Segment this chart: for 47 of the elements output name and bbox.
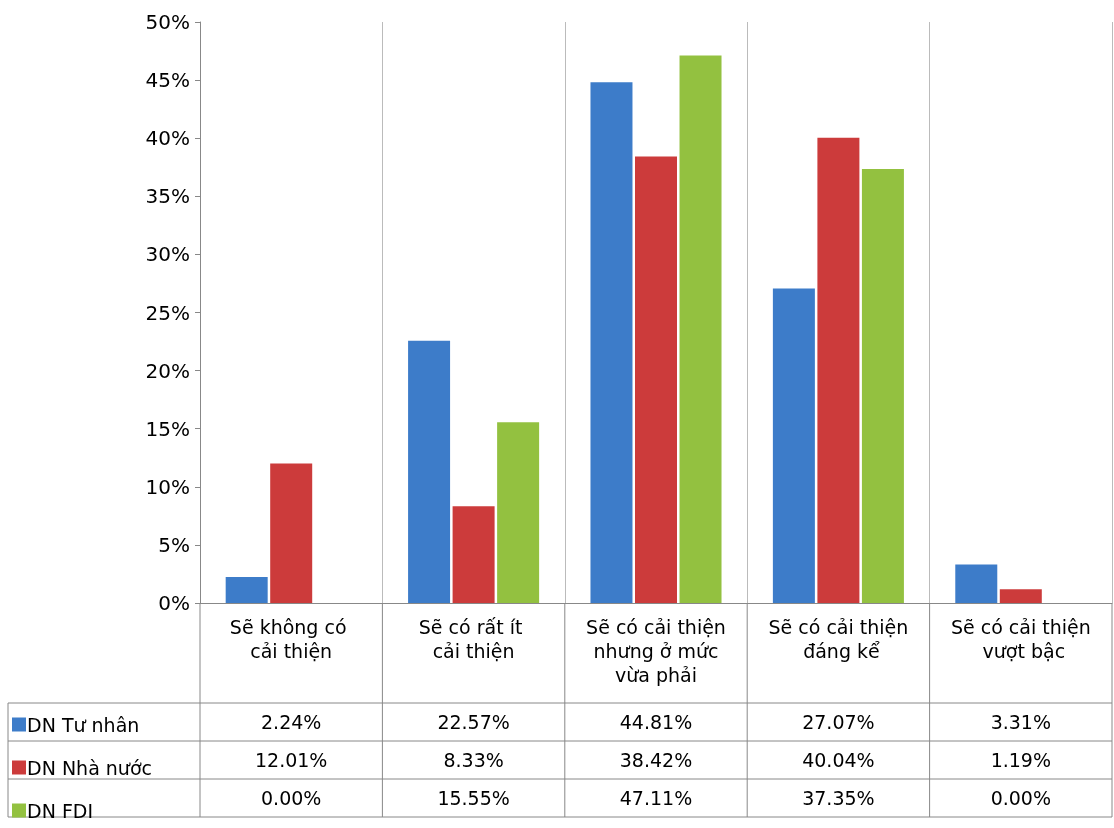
data-label: 3.31% <box>990 711 1051 733</box>
legend-label: DN Nhà nước <box>27 756 152 779</box>
bar <box>497 422 540 603</box>
data-label: 15.55% <box>437 787 510 809</box>
data-label: 1.19% <box>990 749 1051 771</box>
x-tick-label: Sẽ có cải thiện đáng kể <box>768 616 909 662</box>
data-label: 0.00% <box>261 787 322 809</box>
x-tick-label: Sẽ có cải thiện vượt bậc <box>950 616 1091 662</box>
legend-label: DN FDI <box>27 799 94 822</box>
bar <box>817 137 860 603</box>
data-label: 38.42% <box>619 749 693 771</box>
data-label: 0.00% <box>990 787 1051 809</box>
x-tick-label: Sẽ không có cải thiện <box>229 616 353 662</box>
bar <box>635 156 677 603</box>
y-tick-label: 20% <box>145 358 190 383</box>
x-tick-label: Sẽ có cải thiện nhưng ở mức vừa phải <box>586 616 726 686</box>
data-label: 37.35% <box>802 787 875 809</box>
y-tick-label: 10% <box>145 474 190 499</box>
data-label: 12.01% <box>254 749 328 771</box>
bar <box>772 288 815 603</box>
bar <box>955 564 998 603</box>
y-tick-label: 5% <box>158 532 190 557</box>
y-tick-label: 50% <box>145 10 190 34</box>
bar <box>999 589 1042 603</box>
bar <box>408 340 451 603</box>
data-label: 47.11% <box>619 787 693 809</box>
bar <box>270 463 313 603</box>
legend-label: DN Tư nhân <box>27 713 140 736</box>
y-tick-label: 40% <box>145 126 190 151</box>
data-label: 22.57% <box>437 711 510 733</box>
y-tick-label: 35% <box>145 184 190 209</box>
y-tick-label: 15% <box>145 416 190 441</box>
bar <box>679 55 722 603</box>
bar <box>590 82 633 603</box>
bar <box>225 576 268 603</box>
y-tick-label: 25% <box>145 300 190 325</box>
y-tick-label: 0% <box>158 591 190 615</box>
data-label: 44.81% <box>619 711 693 733</box>
bar <box>452 506 495 603</box>
data-label: 2.24% <box>261 711 322 733</box>
x-tick-label: Sẽ có rất ít cải thiện <box>418 616 529 662</box>
data-label: 40.04% <box>802 749 875 771</box>
data-label: 8.33% <box>443 749 504 771</box>
y-tick-label: 30% <box>145 242 190 267</box>
y-tick-label: 45% <box>145 68 190 93</box>
data-label: 27.07% <box>802 711 875 733</box>
bar <box>861 168 904 603</box>
